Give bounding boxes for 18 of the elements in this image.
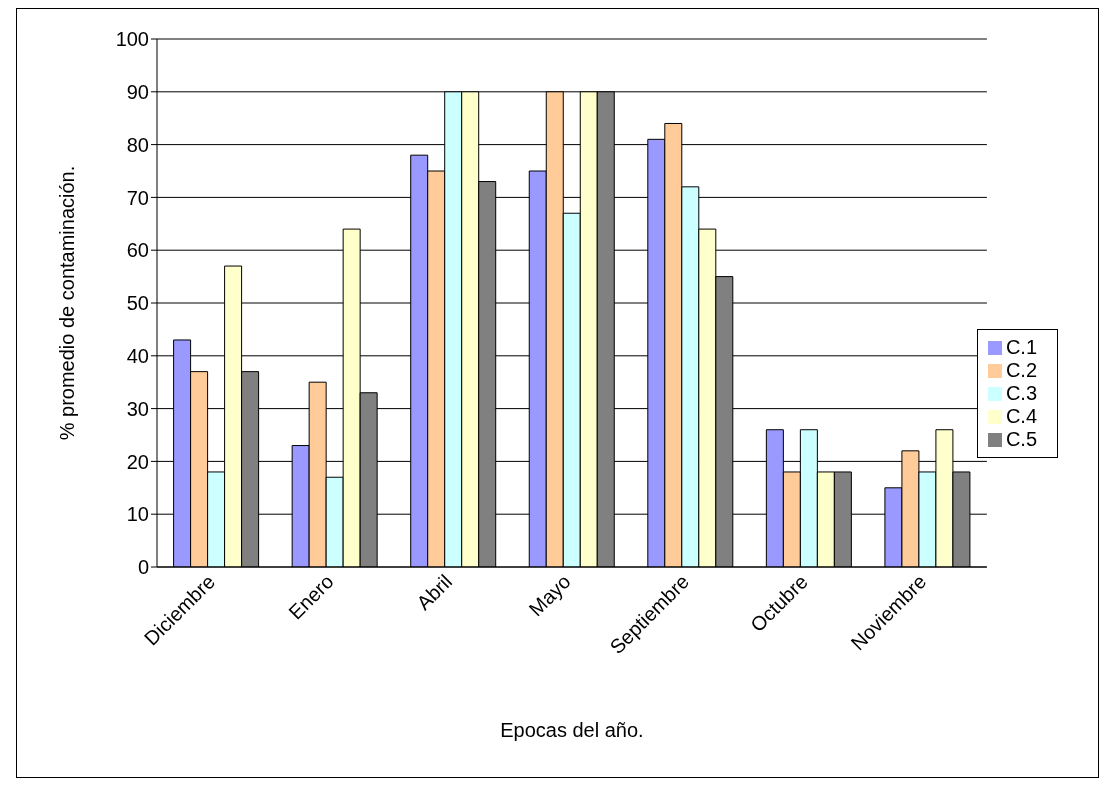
x-axis-title: Epocas del año. [500,719,644,741]
legend-label: C.2 [1005,358,1037,381]
y-tick-label: 0 [137,556,149,579]
y-tick-label: 30 [126,397,149,420]
legend-label: C.3 [1005,381,1037,404]
y-axis-title: % promedio de contaminación. [56,165,79,441]
legend-label: C.1 [1005,335,1037,358]
y-tick-label: 10 [126,503,149,526]
y-tick-label: 50 [126,292,149,315]
y-tick-label: 80 [126,133,149,156]
y-tick-label: 20 [126,450,149,473]
legend-label: C.5 [1005,427,1037,450]
legend-label: C.4 [1005,404,1037,427]
y-tick-label: 90 [126,80,149,103]
y-tick-label: 40 [126,344,149,367]
y-tick-label: 60 [126,239,149,262]
y-tick-label: 100 [115,28,149,51]
y-tick-label: 70 [126,186,149,209]
